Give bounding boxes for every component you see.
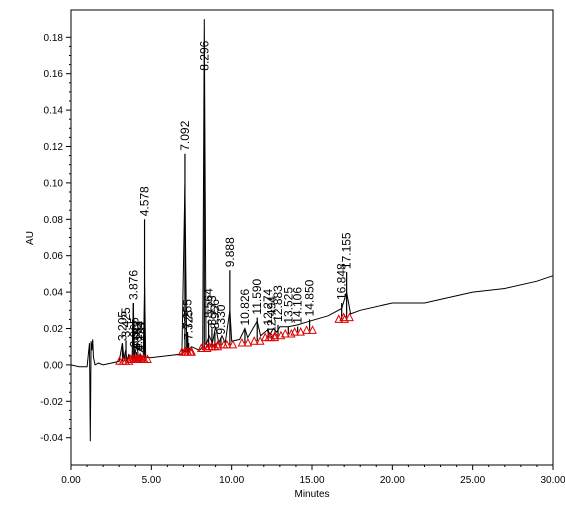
peak-label: 3.425 [119,307,133,337]
baseline-marker [207,341,217,351]
peak-label: 12.494 [265,296,279,333]
peak-label: 12.274 [261,288,275,325]
baseline-marker [243,337,253,347]
peak-label: 7.325 [182,310,196,340]
baseline-marker [137,354,146,363]
peak-label: 4.378 [134,322,148,352]
baseline-marker [143,354,152,363]
peak-label: 3.876 [126,270,140,300]
baseline-marker [286,328,296,338]
baseline-marker [339,312,348,322]
x-axis-ticks: 0.00 5.00 10.00 15.00 20.00 25.00 30.00 [61,465,565,486]
y-axis-ticks: -0.04 -0.02 0.00 0.02 0.04 0.06 0.08 0.10 0.12 0.… [40,33,71,444]
baseline-marker [118,356,128,365]
baseline-marker [249,336,259,345]
peak-label: 8.956 [208,299,222,329]
peak-label: 4.163 [131,321,145,351]
plot-area [70,9,554,466]
peak-label: 9.888 [223,237,237,267]
baseline-marker [264,332,274,342]
y-tick-label: 0.00 [44,360,64,371]
chromatogram-trace [70,19,554,442]
peak-label: 16.848 [335,263,349,300]
y-tick-label: 0.02 [44,324,64,335]
baseline-marker [228,339,238,349]
x-tick-label: 0.00 [61,475,81,486]
baseline-marker [237,337,247,347]
peak-label: 11.590 [250,278,264,314]
peak-label: 7.092 [178,120,192,150]
x-tick-label: 20.00 [380,475,405,486]
peak-label: 4.578 [138,186,152,216]
y-tick-label: 0.06 [44,251,64,262]
baseline-marker [302,325,311,334]
peak-label: 8.296 [197,40,211,70]
peak-label: 12.883 [271,285,285,322]
baseline-marker [187,347,196,356]
baseline-marker [308,325,317,334]
y-tick-label: 0.08 [44,215,64,226]
peak-label: 8.564 [202,288,216,318]
x-tick-label: 15.00 [299,475,324,486]
y-tick-label: 0.10 [44,178,64,189]
y-tick-label: 0.16 [44,69,64,80]
baseline-marker [181,347,190,356]
peak-label: 13.525 [281,287,295,324]
baseline-marker [290,327,299,336]
peak-label: 14.850 [303,279,317,316]
y-tick-label: 0.18 [44,33,64,44]
x-tick-label: 5.00 [142,475,162,486]
x-tick-label: 10.00 [219,475,244,486]
baseline-marker [296,327,305,336]
baseline-marker [280,328,290,338]
peak-label: 7.255 [181,299,195,329]
peak-label: 3.205 [115,311,129,341]
peak-label: 4.294 [133,321,147,351]
peak-label: 4.077 [130,319,144,349]
y-tick-label: 0.14 [44,106,64,117]
x-tick-label: 30.00 [540,475,565,486]
baseline-marker [213,341,223,351]
baseline-marker [213,339,223,349]
peak-label: 10.826 [238,288,252,325]
x-axis-title: Minutes [294,489,329,500]
x-tick-label: 25.00 [460,475,485,486]
peak-label: 17.155 [340,232,354,269]
y-tick-label: 0.12 [44,142,64,153]
peak-label: 8.773 [205,295,219,325]
peak-label: 3.965 [128,317,142,347]
y-tick-label: 0.04 [44,288,64,299]
y-axis-title: AU [25,231,36,245]
peak-label: 9.330 [214,304,228,334]
peak-label: 14.106 [291,287,305,324]
baseline-marker [222,339,232,349]
baseline-marker [270,332,280,342]
baseline-marker [270,330,280,340]
integration-markers [115,312,354,365]
baseline-marker [345,312,354,322]
y-tick-label: -0.04 [40,433,63,444]
y-tick-label: -0.02 [40,397,63,408]
